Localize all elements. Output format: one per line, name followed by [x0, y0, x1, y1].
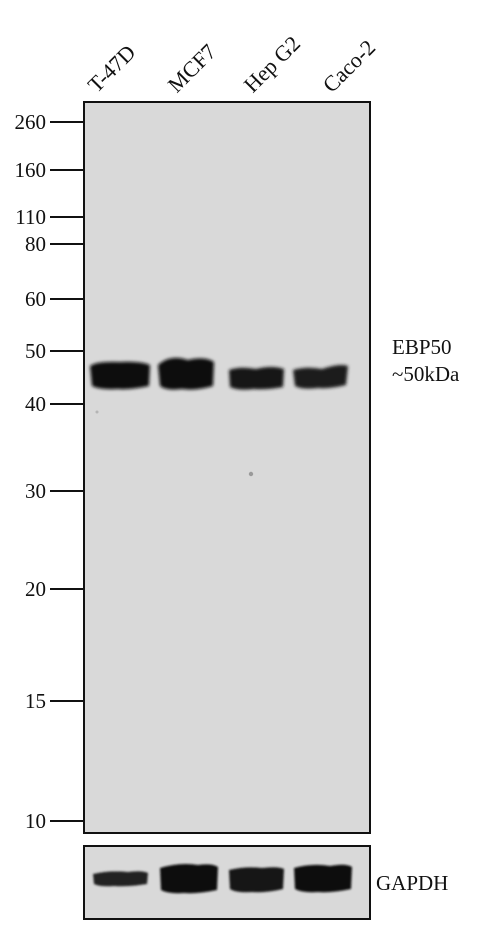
marker-tick-260	[50, 121, 83, 123]
band-gapdh-lane4	[294, 864, 352, 893]
band-label-ebp50: EBP50 ~50kDa	[392, 334, 459, 389]
marker-label-80: 80	[25, 232, 46, 256]
marker-label-160: 160	[14, 158, 47, 182]
band-ebp50-lane3	[229, 367, 284, 390]
band-name: EBP50	[392, 335, 452, 359]
marker-tick-40	[50, 403, 83, 405]
marker-tick-110	[50, 216, 83, 218]
marker-label-15: 15	[25, 689, 46, 713]
marker-tick-80	[50, 243, 83, 245]
marker-label-110: 110	[15, 205, 46, 229]
band-gapdh-lane3	[229, 867, 284, 893]
band-gapdh-lane2	[160, 864, 218, 894]
band-gapdh-lane1	[93, 871, 148, 887]
marker-label-20: 20	[25, 577, 46, 601]
speck-2	[95, 410, 99, 414]
marker-label-60: 60	[25, 287, 46, 311]
band-ebp50-lane4	[293, 365, 348, 389]
marker-label-260: 260	[14, 110, 47, 134]
marker-tick-60	[50, 298, 83, 300]
marker-tick-30	[50, 490, 83, 492]
marker-label-10: 10	[25, 809, 46, 833]
marker-tick-20	[50, 588, 83, 590]
band-ebp50-lane1	[90, 361, 150, 390]
band-ebp50-lane2	[158, 357, 214, 390]
band-label-gapdh: GAPDH	[376, 871, 449, 895]
main-blot-panel	[83, 101, 371, 834]
marker-tick-15	[50, 700, 83, 702]
speck-1	[248, 471, 254, 477]
marker-label-40: 40	[25, 392, 46, 416]
marker-tick-50	[50, 350, 83, 352]
marker-tick-10	[50, 820, 83, 822]
marker-tick-160	[50, 169, 83, 171]
band-size: ~50kDa	[392, 362, 460, 387]
marker-label-30: 30	[25, 479, 46, 503]
marker-label-50: 50	[25, 339, 46, 363]
